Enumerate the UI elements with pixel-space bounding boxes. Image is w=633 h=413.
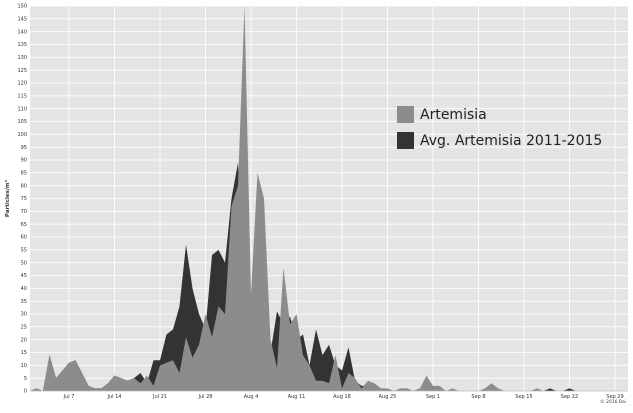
y-tick-label: 25 [21,324,27,330]
y-tick-label: 90 [21,158,27,164]
y-tick-label: 0 [24,389,27,395]
x-axis: Jul 7 Jul 14 Jul 21 Jul 28 Aug 4 Aug 11 Aug 18… [30,390,628,400]
legend-label: Artemisia [420,107,487,123]
credit-text: © 2016 Bai [600,398,626,405]
y-tick-label: 135 [17,42,27,48]
y-tick-label: 20 [21,337,27,343]
series-layer [30,6,615,391]
y-tick-label: 80 [21,183,27,189]
legend-label: Avg. Artemisia 2011-2015 [420,133,602,149]
y-tick-label: 5 [24,376,27,382]
y-tick-label: 55 [21,247,27,253]
x-tick-label: Sep 1 [426,394,440,400]
y-axis-label: Particles/m³ [4,179,11,217]
y-tick-label: 65 [21,222,27,228]
x-tick-label: Sep 8 [471,394,485,400]
y-axis: 0 5 10 15 20 25 30 35 40 45 50 55 60 65 70 75 80 85 90 95 10… [17,4,27,395]
y-tick-label: 130 [17,55,27,61]
y-tick-label: 145 [17,16,27,22]
x-tick-label: Jul 21 [152,394,167,400]
y-tick-label: 50 [21,260,27,266]
y-tick-label: 110 [17,106,27,112]
y-tick-label: 45 [21,273,27,279]
y-tick-label: 35 [21,299,27,305]
y-tick-label: 115 [17,93,27,99]
y-tick-label: 95 [21,145,27,151]
y-tick-label: 75 [21,196,27,202]
y-tick-label: 105 [17,119,27,125]
y-tick-label: 70 [21,209,27,215]
y-tick-label: 140 [17,29,27,35]
legend-swatch [397,132,414,149]
y-tick-label: 40 [21,286,27,292]
y-tick-label: 150 [17,4,27,10]
x-tick-label: Sep 29 [606,394,623,400]
x-tick-label: Aug 4 [244,394,259,400]
y-tick-label: 30 [21,312,27,318]
x-tick-label: Jul 7 [63,394,75,400]
x-tick-label: Jul 28 [198,394,213,400]
y-tick-label: 100 [17,132,27,138]
series-area-0 [30,162,615,391]
y-tick-label: 15 [21,350,27,356]
legend-swatch [397,106,414,123]
y-tick-label: 10 [21,363,27,369]
x-tick-label: Aug 11 [288,394,306,400]
x-tick-label: Aug 18 [333,394,351,400]
y-tick-label: 85 [21,170,27,176]
x-tick-label: Sep 15 [515,394,532,400]
y-tick-label: 125 [17,68,27,74]
x-tick-label: Aug 25 [379,394,397,400]
x-tick-label: Jul 14 [107,394,122,400]
legend: Artemisia Avg. Artemisia 2011-2015 [397,106,602,149]
y-tick-label: 60 [21,235,27,241]
y-tick-label: 120 [17,81,27,87]
x-tick-label: Sep 22 [561,394,578,400]
